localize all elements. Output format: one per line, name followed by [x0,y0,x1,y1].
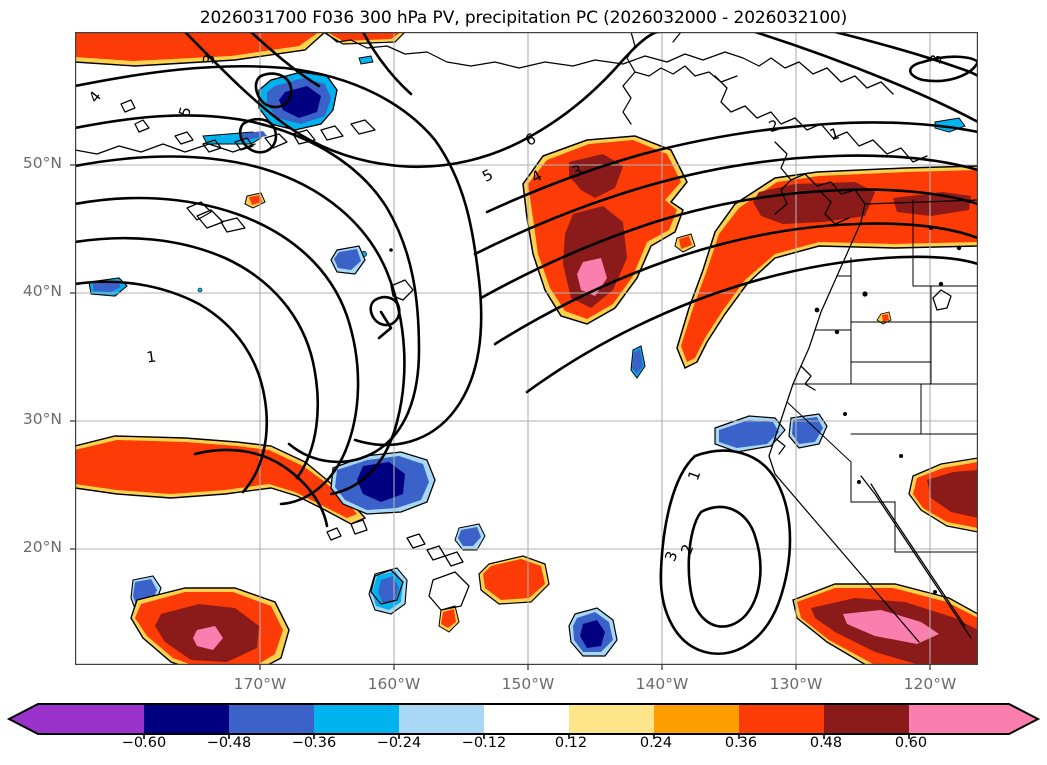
shading-hawaii-negative [368,567,408,615]
colorbar-band-2 [229,704,314,734]
colorbar-ticklabel-0: −0.60 [121,735,167,751]
colorbar-swatches [9,704,1038,734]
figure-title: 2026031700 F036 300 hPa PV, precipitatio… [199,8,848,28]
shading-southwest-positive [130,587,290,665]
colorbar-band-6 [569,704,654,734]
colorbar-outline [6,703,1041,735]
shading-offshore-negative-pair [714,413,828,453]
contour-label-0: 3 [199,53,218,66]
colorbar-band-0 [38,704,144,734]
xtick-label-140w: 140°W [635,675,689,693]
ytick-label-40n: 40°N [22,282,62,300]
ytick-label-50n: 50°N [22,154,62,172]
ytick-label-30n: 30°N [22,410,62,428]
colorbar-ticklabel-2: −0.36 [291,735,337,751]
ytick-label-20n: 20°N [22,538,62,556]
contour-label-2: 5 [175,105,195,119]
colorbar-band-5 [484,704,569,734]
shading-small-blue-mid [454,523,486,551]
gridlines [75,32,978,665]
xtick-label-150w: 150°W [501,675,555,693]
colorbar-svg [6,703,1041,741]
contour-label-3: 3 [926,53,945,66]
colorbar-band-1 [144,704,229,734]
colorbar-ticklabel-6: 0.24 [639,735,673,751]
shading-peninsula-slivers [202,55,374,145]
colorbar-band-7 [654,704,739,734]
xtick-label-120w: 120°W [903,675,957,693]
contour-label-5: 1 [828,124,842,144]
colorbar-ticklabel-9: 0.60 [894,735,928,751]
shading-midpacific-negative [330,245,366,275]
colorbar-band-9 [824,704,909,734]
shading-small-orange-mid [438,605,460,633]
xtick-label-130w: 130°W [769,675,823,693]
shading-subtropical-negative [330,451,436,515]
shading-layer [75,32,978,665]
shading-baja-positive [908,457,978,533]
colorbar-ticklabel-8: 0.48 [809,735,843,751]
shading-subtropical-orange-band [75,435,367,525]
xtick-label-160w: 160°W [367,675,421,693]
colorbar-band-8 [739,704,824,734]
colorbar: −0.60 −0.48 −0.36 −0.24 −0.12 0.12 0.24 … [0,699,1047,765]
shading-blue-lower-mid [568,607,618,657]
colorbar-extend-min [9,704,38,734]
colorbar-ticklabel-3: −0.24 [376,735,422,751]
colorbar-ticklabel-7: 0.36 [724,735,758,751]
plot-frame [75,32,978,665]
colorbar-ticklabel-1: −0.48 [206,735,252,751]
colorbar-band-4 [399,704,484,734]
contour-layer [75,32,978,655]
colorbar-ticklabel-4: −0.12 [461,735,507,751]
colorbar-ticklabel-5: 0.12 [554,735,588,751]
shading-gulf-of-alaska-positive [522,135,696,325]
xtick-label-170w: 170°W [233,675,287,693]
coastlines-layer [75,32,978,643]
shading-orange-blob-mid [478,555,550,605]
contour-label-10: 1 [145,347,157,366]
colorbar-band-3 [314,704,399,734]
shading-cyan-sliver-mid [630,345,646,379]
contour-label-4: 2 [767,116,781,136]
colorbar-extend-max [1009,704,1038,734]
shading-southeast-positive [792,583,978,665]
colorbar-band-10 [909,704,1009,734]
